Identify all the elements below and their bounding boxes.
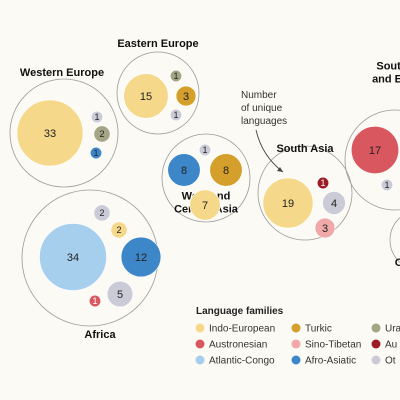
bubble-indo-european — [262, 177, 314, 229]
bubble-value-label: 5 — [117, 289, 123, 301]
annotation-text: Number — [241, 90, 277, 101]
bubble-austronesian — [350, 125, 400, 175]
bubble-other — [169, 108, 183, 122]
bubble-other — [90, 110, 104, 124]
bubble-value-label: 34 — [67, 252, 79, 264]
legend-swatch — [195, 339, 205, 349]
region-outline — [344, 109, 400, 211]
region-title: Southe — [376, 61, 400, 73]
bubble-value-label: 1 — [173, 110, 178, 120]
region-south-asia: South Asia 19 14 3 — [257, 143, 353, 241]
bubble-turkic — [175, 85, 197, 107]
annotation-text: languages — [241, 116, 287, 127]
region-title: Africa — [84, 329, 116, 341]
region-title: and East — [372, 74, 400, 86]
bubble-value-label: 17 — [369, 145, 381, 157]
bubble-other — [93, 204, 111, 222]
region-africa: Africa 34 12 2 2 1 5 — [21, 189, 162, 341]
legend-label: Ura — [385, 324, 400, 335]
bubble-value-label: 8 — [223, 165, 229, 177]
region-oceania: O — [389, 217, 400, 269]
bubble-uralic — [169, 69, 183, 83]
bubble-afro-asiatic — [120, 236, 162, 278]
region-outline — [161, 133, 251, 223]
bubble-austronesian — [88, 294, 102, 308]
legend-label: Atlantic-Congo — [209, 356, 275, 367]
bubble-value-label: 12 — [135, 252, 147, 264]
bubble-austroasiatic — [316, 176, 330, 190]
legend-title: Language families — [196, 306, 284, 317]
bubble-afro-asiatic — [89, 146, 103, 160]
bubble-value-label: 1 — [202, 145, 207, 155]
legend-swatch — [291, 339, 301, 349]
region-title: South Asia — [276, 143, 334, 155]
bubble-value-label: 3 — [322, 223, 328, 235]
annotation: Number of unique languages — [241, 90, 287, 173]
legend-label: Afro-Asiatic — [305, 356, 356, 367]
bubble-value-label: 1 — [94, 112, 99, 122]
legend-swatch — [195, 323, 205, 333]
bubble-value-label: 3 — [183, 91, 189, 103]
legend: Language families Indo-European Turkic Ura A… — [195, 306, 400, 367]
bubble-value-label: 1 — [92, 296, 97, 306]
bubble-value-label: 2 — [99, 208, 104, 218]
bubble-atlantic-congo — [39, 223, 107, 291]
bubble-other — [106, 280, 134, 308]
legend-label: Au — [385, 340, 397, 351]
legend-swatch — [371, 339, 381, 349]
bubble-value-label: 8 — [181, 165, 187, 177]
region-title: O — [395, 257, 400, 269]
region-title: Western Europe — [20, 67, 104, 79]
bubble-afro-asiatic — [167, 153, 201, 187]
region-outline — [257, 145, 353, 241]
bubble-value-label: 2 — [116, 225, 121, 235]
legend-swatch — [291, 355, 301, 365]
legend-label: Ot — [385, 356, 396, 367]
region-title: Eastern Europe — [117, 38, 198, 50]
bubble-value-label: 1 — [384, 180, 389, 190]
region-outline — [116, 51, 200, 135]
region-southeast-asia: Southeand East 17 1 — [344, 61, 400, 211]
bubble-indo-european — [16, 99, 84, 167]
bubble-other — [198, 143, 212, 157]
legend-label: Indo-European — [209, 324, 275, 335]
bubble-value-label: 1 — [320, 178, 325, 188]
bubble-value-label: 2 — [99, 129, 104, 139]
legend-swatch — [291, 323, 301, 333]
arrowhead-icon — [277, 167, 283, 172]
annotation-text: of unique — [241, 103, 283, 114]
legend-swatch — [195, 355, 205, 365]
region-western-europe: Western Europe 33 121 — [9, 67, 119, 188]
bubble-uralic — [93, 125, 111, 143]
bubble-value-label: 33 — [44, 128, 56, 140]
legend-swatch — [371, 355, 381, 365]
bubble-value-label: 4 — [331, 198, 337, 210]
legend-label: Austronesian — [209, 340, 267, 351]
bubble-indo-european — [110, 221, 128, 239]
bubble-value-label: 19 — [282, 198, 294, 210]
legend-label: Turkic — [305, 324, 332, 335]
bubble-value-label: 15 — [140, 91, 152, 103]
bubble-value-label: 7 — [202, 200, 208, 212]
bubble-other — [380, 178, 394, 192]
region-outline — [389, 217, 400, 263]
region-eastern-europe: Eastern Europe 15 131 — [116, 38, 200, 135]
bubble-indo-european — [189, 189, 221, 221]
bubble-other — [322, 191, 346, 215]
bubble-turkic — [209, 153, 243, 187]
legend-swatch — [371, 323, 381, 333]
bubble-value-label: 1 — [93, 148, 98, 158]
legend-label: Sino-Tibetan — [305, 340, 361, 351]
region-outline — [9, 78, 119, 188]
bubble-indo-european — [123, 73, 169, 119]
bubble-sino-tibetan — [314, 217, 336, 239]
bubble-value-label: 1 — [173, 71, 178, 81]
